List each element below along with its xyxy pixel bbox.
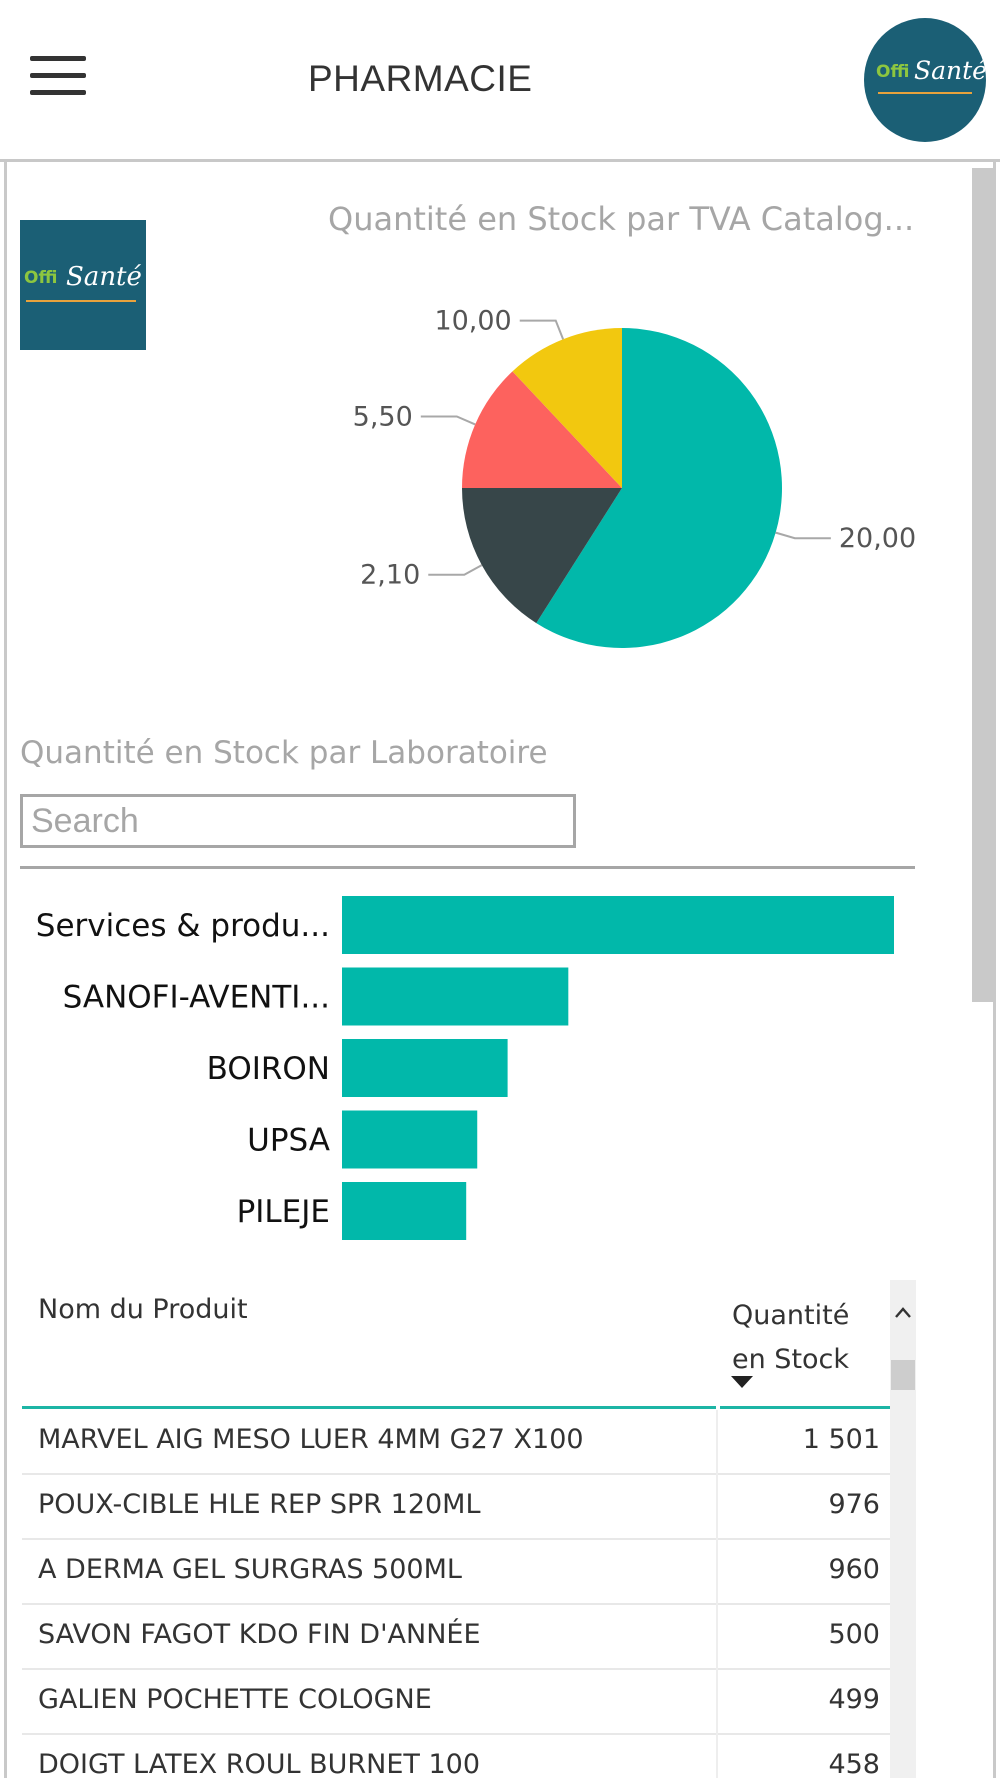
pie-leader-line (775, 531, 831, 540)
stock-quantity: 1 501 (802, 1424, 880, 1455)
pie-leader-line (420, 415, 476, 426)
logo-sante-text: Santé (914, 56, 986, 85)
bar-category-label[interactable]: Services & produ... (36, 908, 330, 944)
bar-category-label[interactable]: PILEJE (237, 1194, 330, 1230)
page-scrollbar[interactable] (972, 168, 994, 1002)
pie-slice[interactable] (536, 328, 782, 648)
pie-slice-label: 2,10 (360, 560, 420, 591)
table-header-rule (22, 1406, 890, 1409)
bar-category-label[interactable]: SANOFI-AVENTI... (63, 980, 330, 1016)
column-header-qty-line2: en Stock (732, 1344, 850, 1375)
chevron-up-icon[interactable] (890, 1300, 916, 1326)
table-row[interactable]: GALIEN POCHETTE COLOGNE 499 (22, 1670, 890, 1735)
sort-descending-icon[interactable] (731, 1376, 753, 1388)
pie-slice-label: 10,00 (434, 306, 511, 337)
stock-quantity: 500 (828, 1619, 880, 1650)
pie-leader-line (428, 564, 483, 576)
pie-slice-label: 5,50 (353, 402, 413, 433)
page-title: PHARMACIE (308, 58, 533, 99)
product-name: MARVEL AIG MESO LUER 4MM G27 X100 (38, 1424, 584, 1455)
bar-category-label[interactable]: UPSA (247, 1123, 330, 1159)
pie-slice-label: 20,00 (839, 523, 916, 554)
logo-offi-text: Offi (24, 268, 58, 288)
stock-quantity: 976 (828, 1489, 880, 1520)
hamburger-menu-icon[interactable] (30, 56, 86, 96)
brand-logo[interactable]: Offi Santé (864, 18, 986, 142)
pie-slice[interactable] (462, 371, 622, 488)
stock-quantity: 499 (828, 1684, 880, 1715)
app-header: PHARMACIE Offi Santé (0, 0, 1000, 162)
pie-leader-line (519, 319, 565, 340)
product-name: DOIGT LATEX ROUL BURNET 100 (38, 1749, 481, 1778)
column-header-name[interactable]: Nom du Produit (38, 1294, 248, 1325)
pie-slice[interactable] (512, 328, 622, 488)
pie-chart[interactable]: 20,00 2,10 5,50 10,00 (300, 270, 960, 670)
pie-slice[interactable] (462, 488, 622, 624)
bar-category-label[interactable]: BOIRON (207, 1051, 330, 1087)
product-name: A DERMA GEL SURGRAS 500ML (38, 1554, 462, 1585)
table-scrollbar-thumb[interactable] (891, 1360, 915, 1390)
slicer-divider (20, 866, 915, 869)
logo-offi-text: Offi (876, 62, 910, 82)
brand-logo-tile: Offi Santé (20, 220, 146, 350)
bar-chart-title: Quantité en Stock par Laboratoire (20, 735, 548, 771)
bar-chart[interactable]: Services & produ... SANOFI-AVENTI... BOIRO… (0, 880, 960, 1260)
column-header-qty[interactable]: Quantité en Stock (732, 1294, 872, 1382)
table-row[interactable]: A DERMA GEL SURGRAS 500ML 960 (22, 1540, 890, 1605)
bar[interactable] (342, 1182, 467, 1240)
search-input[interactable] (20, 794, 576, 848)
bar[interactable] (342, 967, 569, 1026)
product-name: POUX-CIBLE HLE REP SPR 120ML (38, 1489, 481, 1520)
table-row[interactable]: MARVEL AIG MESO LUER 4MM G27 X100 1 501 (22, 1410, 890, 1475)
table-row[interactable]: DOIGT LATEX ROUL BURNET 100 458 (22, 1735, 890, 1778)
table-scrollbar[interactable] (890, 1280, 916, 1778)
logo-sante-text: Santé (66, 262, 142, 292)
product-name: GALIEN POCHETTE COLOGNE (38, 1684, 432, 1715)
pie-chart-title: Quantité en Stock par TVA Catalog... (328, 200, 915, 238)
bar[interactable] (342, 896, 894, 954)
bar[interactable] (342, 1110, 478, 1169)
stock-quantity: 960 (828, 1554, 880, 1585)
stock-quantity: 458 (828, 1749, 880, 1778)
bar[interactable] (342, 1039, 508, 1097)
product-name: SAVON FAGOT KDO FIN D'ANNÉE (38, 1619, 481, 1650)
column-header-qty-line1: Quantité (732, 1300, 850, 1331)
table-row[interactable]: SAVON FAGOT KDO FIN D'ANNÉE 500 (22, 1605, 890, 1670)
table-row[interactable]: POUX-CIBLE HLE REP SPR 120ML 976 (22, 1475, 890, 1540)
product-table: Nom du Produit Quantité en Stock MARVEL … (22, 1270, 892, 1778)
